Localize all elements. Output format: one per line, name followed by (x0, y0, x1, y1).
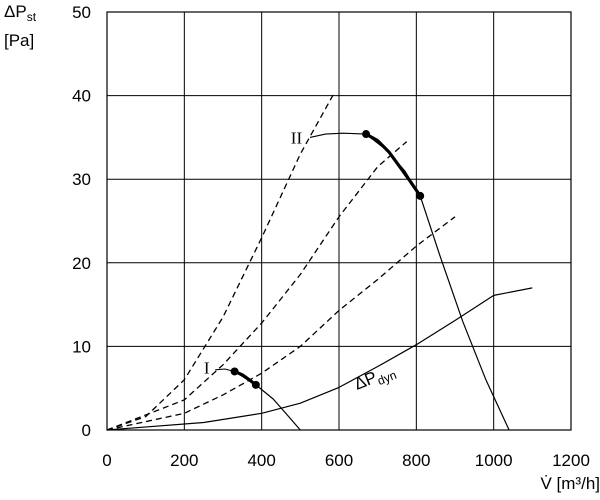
x-axis-title: V̇ [m³/h] (540, 474, 600, 493)
marker-layer (230, 130, 425, 389)
curve-label: II (291, 128, 303, 147)
y-axis-title-main: ΔPst (4, 2, 37, 24)
annotation-layer: III (204, 128, 303, 377)
x-tick-label: 800 (402, 451, 430, 470)
y-tick-label: 30 (72, 170, 91, 189)
y-tick-label: 20 (72, 254, 91, 273)
y-tick-label: 10 (72, 337, 91, 356)
grid-lines (106, 11, 572, 431)
x-tick-label: 1000 (475, 451, 513, 470)
curve-label: I (204, 358, 210, 377)
x-tick-label: 600 (325, 451, 353, 470)
series-line-thick (364, 132, 422, 198)
y-tick-label: 50 (72, 3, 91, 22)
series-line-solid (106, 287, 533, 431)
y-tick-label: 0 (82, 421, 91, 440)
series-line-leader (309, 132, 367, 138)
y-tick-labels: 0 10 20 30 40 50 (72, 3, 91, 440)
x-tick-label: 200 (170, 451, 198, 470)
operating-point-marker (251, 380, 260, 389)
delta-p-dyn-label: ΔPdyn (351, 360, 398, 396)
series-line-dashed (106, 141, 408, 431)
x-tick-label: 0 (102, 451, 111, 470)
series-line-dashed (106, 216, 456, 431)
series-layer (106, 91, 533, 431)
operating-point-marker (416, 191, 425, 200)
series-line-solid (234, 370, 301, 431)
x-tick-label: 1200 (552, 451, 590, 470)
series-line-solid (365, 133, 510, 431)
y-tick-label: 40 (72, 87, 91, 106)
y-axis-title-sub: st (27, 10, 37, 24)
y-axis-title-unit: [Pa] (4, 31, 34, 50)
x-tick-labels: 0 200 400 600 800 1000 1200 (102, 451, 590, 470)
delta-p-dyn-sub: dyn (375, 368, 398, 388)
operating-point-marker (362, 130, 371, 139)
series-line-thick (233, 369, 258, 387)
x-tick-label: 400 (247, 451, 275, 470)
operating-point-marker (230, 367, 239, 376)
series-line-dashed (106, 91, 336, 431)
